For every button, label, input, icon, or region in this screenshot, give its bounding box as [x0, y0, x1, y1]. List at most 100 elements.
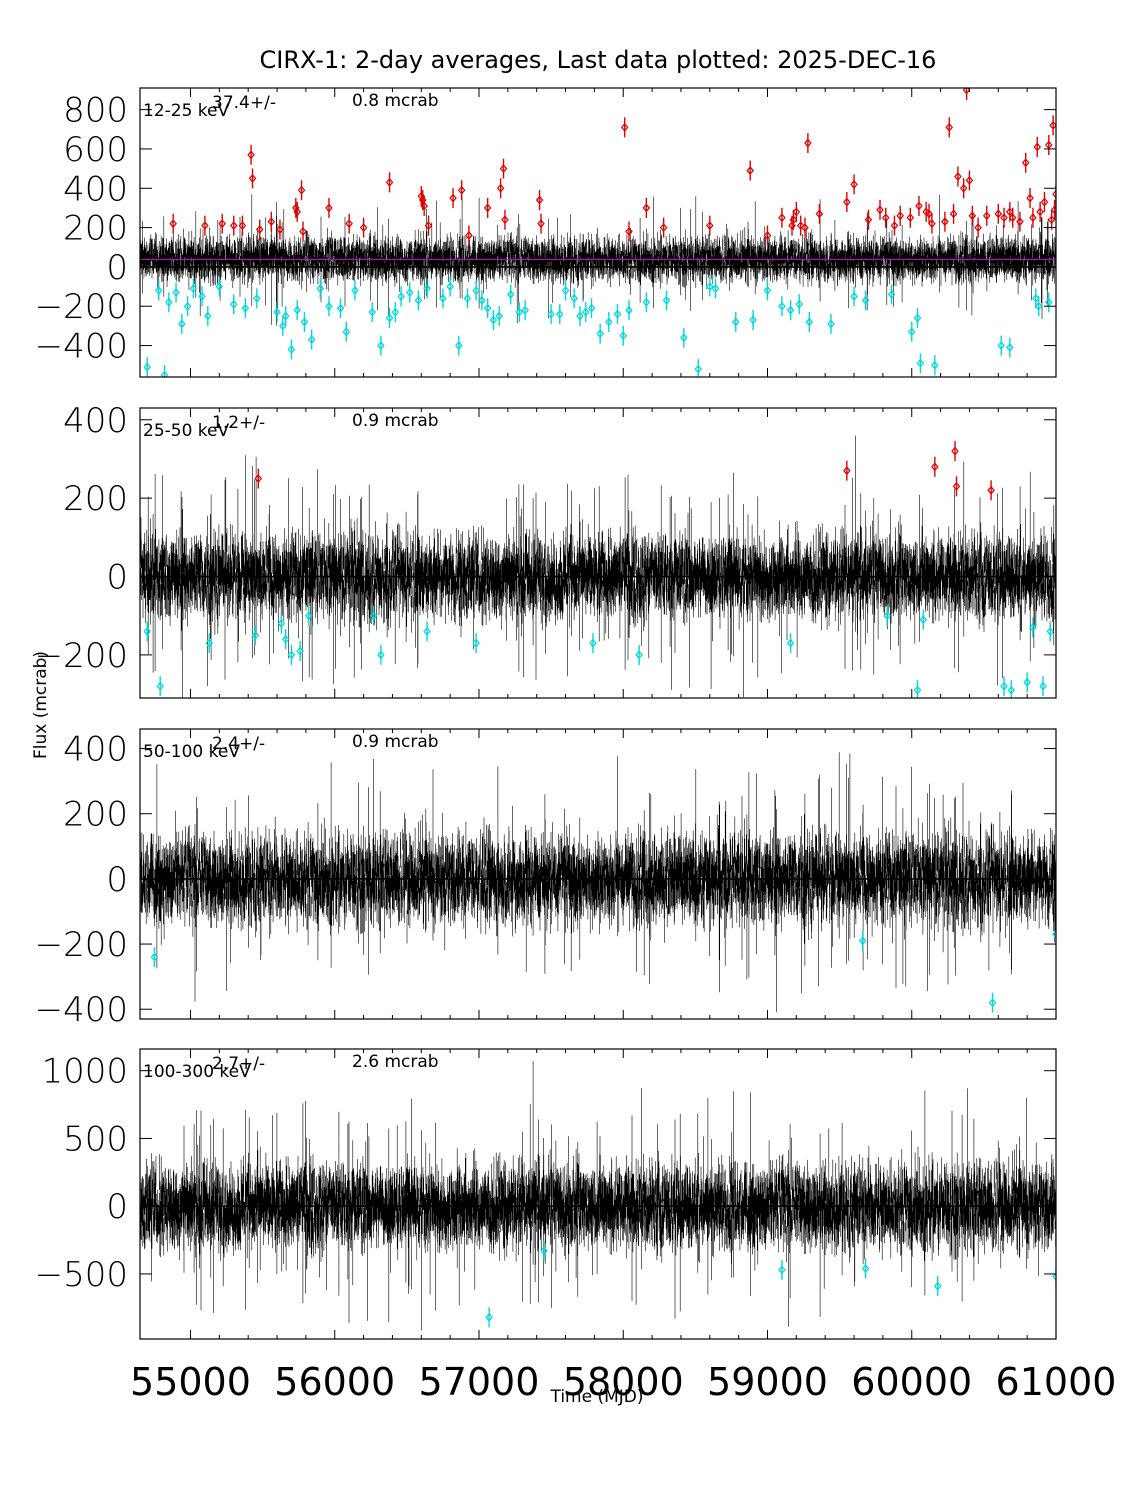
low-point: [281, 306, 290, 327]
low-point: [795, 294, 804, 315]
low-point: [1000, 676, 1008, 697]
high-point: [931, 456, 939, 477]
low-point: [423, 278, 431, 299]
low-point: [694, 359, 703, 377]
low-point: [463, 288, 472, 309]
high-point: [941, 211, 949, 232]
low-point: [143, 357, 152, 377]
low-point: [391, 302, 400, 323]
high-point: [254, 468, 263, 489]
low-point: [1034, 296, 1043, 317]
y-tick-label: 500: [63, 1119, 128, 1159]
low-point: [1046, 621, 1055, 642]
high-point: [1006, 201, 1014, 222]
high-point: [815, 203, 824, 224]
y-tick-label: −500: [35, 1255, 128, 1295]
high-point: [299, 221, 307, 242]
high-point: [496, 178, 505, 199]
high-point: [796, 215, 805, 236]
low-point: [861, 290, 870, 311]
x-axis-label: Time (MJD): [549, 1387, 643, 1407]
x-tick-label: 57000: [419, 1360, 540, 1404]
low-point: [178, 313, 186, 334]
low-point: [576, 306, 584, 327]
low-point: [1029, 617, 1037, 638]
low-point: [1007, 680, 1016, 698]
low-point: [281, 629, 290, 650]
low-point: [369, 605, 378, 626]
high-point: [881, 207, 890, 228]
low-point: [229, 294, 238, 315]
high-point: [974, 217, 982, 238]
low-point: [489, 309, 498, 330]
low-point: [988, 992, 997, 1013]
y-tick-label: 400: [63, 730, 128, 770]
x-tick-label: 58000: [563, 1360, 684, 1404]
high-point: [906, 207, 915, 228]
high-point: [1044, 135, 1053, 156]
y-tick-label: 400: [63, 169, 128, 209]
high-point: [359, 217, 368, 238]
series-noise-bars: [140, 435, 1056, 698]
low-point: [307, 329, 316, 350]
plot-frame: [139, 1048, 1057, 1340]
low-point: [786, 300, 795, 321]
x-tick-label: 61000: [996, 1360, 1117, 1404]
low-point: [1032, 288, 1040, 309]
high-point: [449, 188, 457, 209]
high-point: [1036, 201, 1044, 222]
high-point: [297, 180, 306, 201]
band-label: 12-25 keV: [143, 101, 229, 121]
error-value-label: 2.6 mcrab: [352, 1052, 439, 1072]
high-point: [928, 213, 936, 234]
high-point: [789, 209, 798, 230]
high-point: [945, 117, 954, 138]
low-point: [472, 280, 480, 301]
high-point: [218, 213, 227, 234]
y-tick-label: 200: [63, 479, 128, 519]
low-point: [150, 947, 159, 968]
low-point: [368, 302, 377, 323]
low-point: [778, 296, 786, 317]
high-point: [345, 213, 353, 234]
y-tick-label: 400: [63, 401, 128, 441]
low-point: [351, 280, 359, 301]
plot-frame: [139, 87, 1057, 378]
high-point: [1033, 136, 1042, 157]
high-point: [850, 174, 858, 195]
high-point: [1049, 115, 1056, 136]
y-tick-label: 800: [63, 91, 128, 131]
low-point: [336, 298, 345, 319]
y-tick-label: 0: [106, 860, 128, 900]
low-point: [887, 284, 896, 305]
low-point: [778, 1259, 786, 1280]
low-point: [414, 290, 423, 311]
low-point: [515, 302, 524, 323]
low-point: [1044, 292, 1053, 313]
band-label: 100-300 keV: [143, 1062, 251, 1082]
high-point: [951, 441, 959, 462]
low-point: [304, 605, 313, 626]
high-point: [465, 225, 473, 246]
low-point: [933, 1276, 942, 1297]
low-point: [439, 288, 447, 309]
x-tick-label: 60000: [851, 1360, 972, 1404]
high-point: [915, 195, 923, 216]
low-point: [287, 644, 296, 665]
error-value-label: 0.9 mcrab: [352, 732, 439, 752]
low-point: [205, 633, 214, 654]
low-point: [405, 282, 414, 303]
low-point: [581, 302, 590, 323]
plot-frame: [139, 407, 1057, 699]
high-point: [247, 144, 255, 165]
low-point: [521, 300, 529, 321]
high-point: [1052, 184, 1056, 205]
low-point: [919, 609, 928, 630]
low-point: [635, 644, 643, 665]
mean-value-label: 1.2+/-: [212, 413, 265, 433]
low-point: [913, 308, 922, 329]
high-point: [1029, 207, 1037, 228]
low-point: [165, 292, 173, 313]
